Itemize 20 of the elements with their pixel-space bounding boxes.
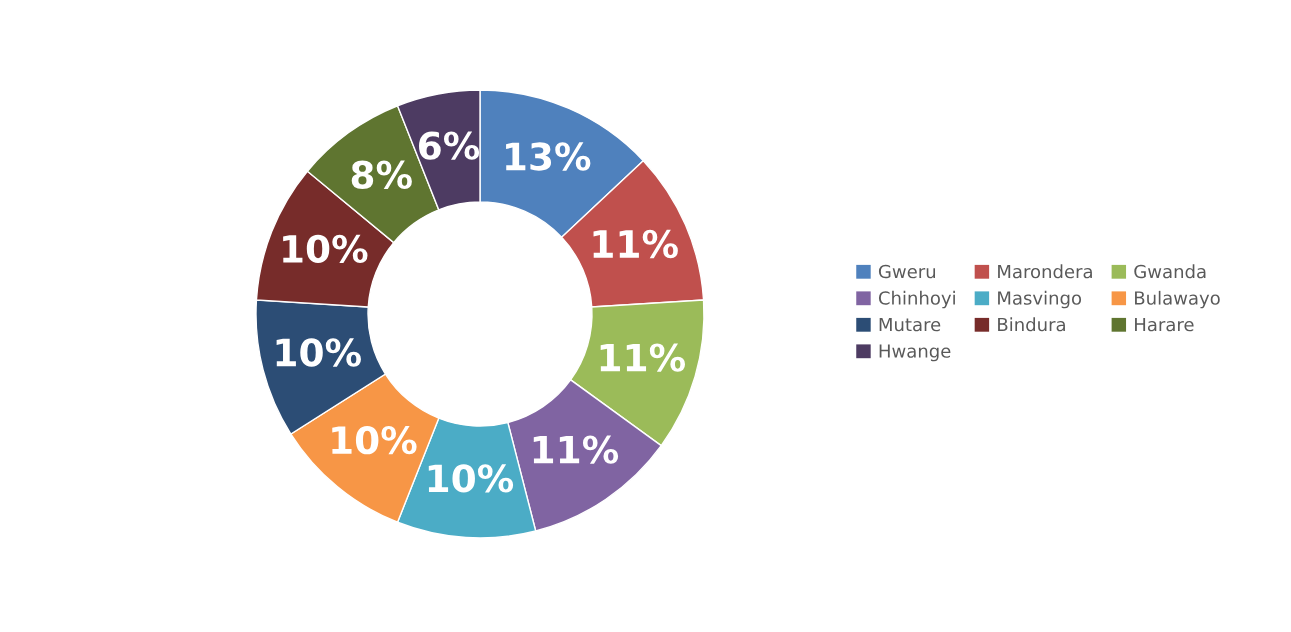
legend-label: Bindura	[998, 317, 1065, 332]
data-label: 10%	[283, 234, 368, 264]
data-label: 10%	[276, 338, 361, 367]
legend-label: Marondera	[998, 264, 1092, 279]
data-label: 11%	[593, 229, 678, 259]
data-label: 10%	[332, 425, 417, 455]
legend-label: Harare	[1135, 317, 1194, 332]
legend-label: Bulawayo	[1135, 290, 1220, 309]
legend-label: Gweru	[878, 264, 936, 279]
data-label: 13%	[506, 142, 591, 171]
data-label: 11%	[533, 435, 619, 464]
legend-label: Masvingo	[998, 290, 1082, 309]
legend-label: Gwanda	[1134, 264, 1206, 279]
data-label: 10%	[428, 464, 514, 493]
data-label: 8%	[351, 160, 412, 189]
legend-label: Chinhoyi	[878, 290, 955, 309]
legend-label: Hwange	[879, 344, 951, 362]
data-label: 6%	[419, 131, 480, 160]
data-label: 11%	[600, 343, 686, 372]
legend-label: Mutare	[879, 317, 941, 332]
